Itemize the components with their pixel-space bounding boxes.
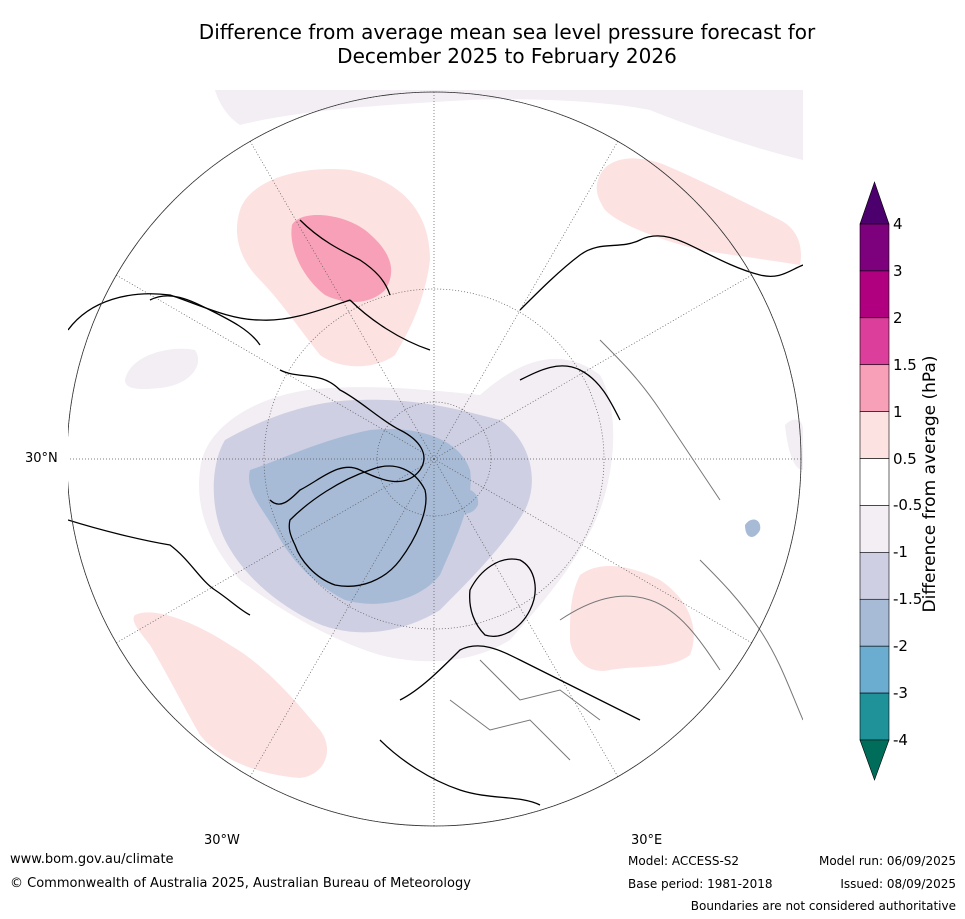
lon-label-30E: 30°E (631, 833, 663, 848)
footer-disclaimer: Boundaries are not considered authoritat… (690, 899, 956, 913)
colorbar-tick-label: -4 (893, 731, 908, 749)
anomaly-region-pale-pink-siberia (596, 158, 801, 265)
colorbar-band (859, 317, 890, 366)
colorbar-extend-top (859, 181, 890, 225)
title-line-2: December 2025 to February 2026 (337, 44, 677, 68)
colorbar-tick-label: 0.5 (893, 449, 917, 468)
colorbar-band (859, 223, 890, 272)
colorbar (859, 181, 890, 781)
colorbar-tick-label: 4 (893, 215, 903, 233)
border-asia (699, 559, 803, 721)
meridian-30W (249, 458, 435, 778)
footer-copyright: © Commonwealth of Australia 2025, Austra… (10, 876, 471, 891)
colorbar-band (859, 411, 890, 459)
lat-label-30N: 30°N (25, 451, 58, 466)
meridian-150E (433, 140, 619, 460)
colorbar-tick-label: 3 (893, 261, 903, 280)
border-russia-east (599, 339, 721, 501)
title-line-1: Difference from average mean sea level p… (198, 20, 816, 44)
coastlines (68, 219, 803, 806)
footer-base-period: Base period: 1981-2018 (628, 877, 773, 891)
colorbar-band (859, 364, 890, 412)
anomaly-shading (125, 90, 803, 778)
coast-greenland (288, 465, 427, 587)
colorbar-band (859, 270, 890, 319)
meridian-60W (115, 458, 435, 644)
anomaly-region-lilac-4 (785, 419, 803, 470)
border-russia-west (559, 595, 721, 671)
colorbar-tick-label: -1.5 (893, 590, 923, 609)
anomaly-region-blue-2 (450, 488, 479, 514)
colorbar-band (859, 692, 890, 741)
colorbar-band (859, 645, 890, 694)
meridian-120E (433, 274, 753, 460)
meridian-30E (433, 458, 619, 778)
anomaly-region-blue-3 (745, 519, 761, 537)
meridian-120W (115, 274, 435, 460)
anomaly-region-blue (249, 429, 471, 604)
footer-issued: Issued: 08/09/2025 (840, 877, 956, 891)
footer-website: www.bom.gov.au/climate (10, 852, 174, 867)
country-borders (449, 339, 803, 761)
meridian-150W (249, 140, 435, 460)
coast-canada-arctic (269, 369, 425, 505)
anomaly-region-pale-pink-europe (570, 565, 694, 671)
coast-alaska (149, 219, 391, 346)
colorbar-tick-label: -1 (893, 543, 908, 562)
colorbar-label: Difference from average (hPa) (920, 355, 940, 613)
footer-model-run: Model run: 06/09/2025 (818, 854, 956, 868)
colorbar-tick-label: 2 (893, 308, 903, 327)
meridian-60E (433, 458, 753, 644)
map-boundary-circle (68, 91, 802, 827)
border-europe-2 (449, 699, 571, 761)
footer-model: Model: ACCESS-S2 (628, 854, 740, 868)
colorbar-extend-bottom (859, 739, 890, 781)
coast-europe (379, 645, 641, 806)
border-europe-1 (479, 659, 601, 721)
anomaly-region-pale-pink-atlantic (133, 612, 328, 778)
colorbar-band (859, 505, 890, 553)
colorbar-tick-label: 1 (893, 402, 903, 421)
colorbar-tick-label: 1.5 (893, 355, 917, 374)
coast-siberia (519, 235, 803, 421)
anomaly-region-pink (291, 214, 392, 302)
colorbar-band (859, 458, 890, 506)
latitude-circle-60 (263, 288, 605, 630)
lon-label-30W: 30°W (204, 833, 240, 848)
coast-scandinavia (469, 558, 536, 637)
colorbar-tick-label: -3 (893, 684, 908, 703)
anomaly-region-lilac-2 (125, 348, 199, 390)
colorbar-tick-label: -0.5 (893, 496, 923, 515)
colorbar-tick-label: -2 (893, 637, 908, 656)
colorbar-band (859, 552, 890, 600)
colorbar-band (859, 598, 890, 647)
anomaly-region-lilac-3 (215, 90, 803, 160)
chart-title: Difference from average mean sea level p… (0, 20, 965, 68)
